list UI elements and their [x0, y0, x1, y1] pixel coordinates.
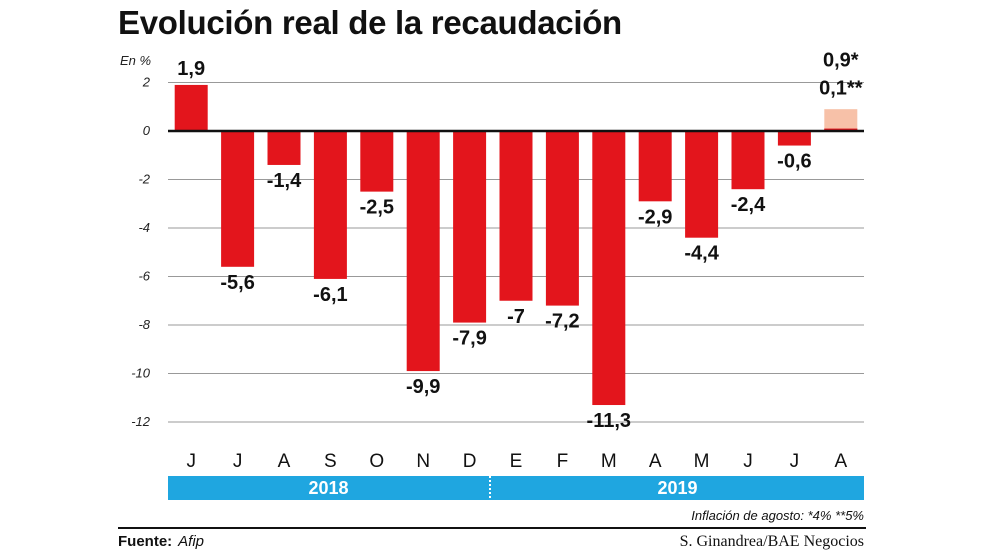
y-tick-label: -4 — [138, 220, 150, 235]
inflation-footnote: Inflación de agosto: *4% **5% — [691, 508, 864, 523]
data-label: -7 — [507, 306, 525, 328]
bar — [638, 131, 672, 202]
bar — [685, 131, 719, 238]
bar — [453, 131, 487, 323]
data-label: -9,9 — [406, 376, 440, 398]
x-tick-label: M — [694, 451, 710, 472]
bar — [221, 131, 255, 267]
data-label: 0,9* — [823, 50, 859, 72]
bar — [824, 109, 858, 131]
y-tick-label: -8 — [138, 317, 150, 332]
data-label: 1,9 — [177, 58, 205, 80]
year-band-2019: 2019 — [491, 476, 864, 500]
x-tick-label: D — [463, 451, 477, 472]
x-tick-label: N — [416, 451, 430, 472]
source-label: Fuente: — [118, 533, 173, 550]
x-tick-label: S — [324, 451, 337, 472]
x-tick-label: F — [557, 451, 569, 472]
data-label: -4,4 — [684, 243, 719, 265]
x-tick-label: J — [233, 451, 243, 472]
author-credit: S. Ginandrea/BAE Negocios — [679, 533, 864, 550]
data-label: -6,1 — [313, 284, 347, 306]
x-tick-label: A — [649, 451, 662, 472]
bar — [406, 131, 440, 372]
x-tick-label: A — [278, 451, 291, 472]
bar — [313, 131, 347, 279]
data-label: -7,2 — [545, 311, 579, 333]
data-label: -11,3 — [587, 410, 631, 432]
source-value: Afip — [178, 533, 205, 550]
bar — [174, 84, 208, 131]
y-tick-label: 2 — [142, 75, 151, 90]
data-label: -5,6 — [220, 272, 254, 294]
y-axis-unit-label: En % — [120, 53, 152, 68]
data-label: -1,4 — [267, 170, 302, 192]
data-label: -0,6 — [777, 151, 811, 173]
footer-rule — [118, 527, 866, 529]
data-label: -2,5 — [360, 197, 394, 219]
bar — [777, 131, 811, 146]
x-tick-label: J — [790, 451, 800, 472]
source-note: Fuente: Afip — [118, 533, 204, 550]
x-tick-label: J — [186, 451, 196, 472]
data-label: -2,4 — [731, 194, 766, 216]
data-label: 0,1** — [819, 78, 863, 100]
year-band-2018: 2018 — [168, 476, 489, 500]
year-label-2019: 2019 — [657, 478, 698, 498]
y-tick-label: -10 — [131, 366, 151, 381]
data-label: -2,9 — [638, 206, 672, 228]
year-band-divider — [489, 476, 491, 500]
x-tick-label: O — [369, 451, 384, 472]
plot-area: 2 0 -2 -4 -6 -8 -10 -12 1,9 -5,6 -1,4 -6,1 -2,5 -9,9 -… — [131, 50, 864, 472]
x-tick-label: J — [743, 451, 753, 472]
y-tick-label: -6 — [138, 269, 150, 284]
chart-title: Evolución real de la recaudación — [118, 4, 622, 41]
y-tick-label: 0 — [143, 123, 151, 138]
y-tick-label: -2 — [138, 172, 150, 187]
bar — [592, 131, 626, 406]
bar — [731, 131, 765, 190]
bar — [360, 131, 394, 192]
year-label-2018: 2018 — [308, 478, 349, 498]
bar — [499, 131, 533, 301]
bar — [267, 131, 301, 165]
x-tick-label: A — [834, 451, 847, 472]
bar — [545, 131, 579, 306]
x-tick-label: M — [601, 451, 617, 472]
x-tick-label: E — [510, 451, 523, 472]
data-label: -7,9 — [452, 328, 486, 350]
y-tick-label: -12 — [131, 414, 151, 429]
